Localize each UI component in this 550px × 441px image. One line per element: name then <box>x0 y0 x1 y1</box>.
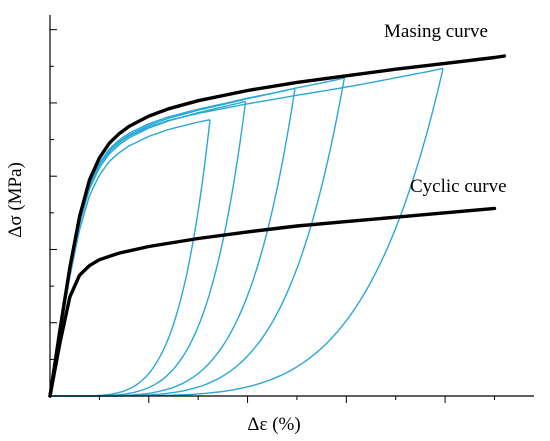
axes <box>49 15 534 403</box>
cyclic-curve <box>48 206 497 398</box>
hysteresis-loop-upper-branch <box>49 67 444 397</box>
hysteresis-loop-lower-branch <box>50 101 247 397</box>
axis-ticks <box>50 29 495 403</box>
cyclic-curve-label: Cyclic curve <box>410 176 507 197</box>
cyclic-curve-line <box>48 206 497 398</box>
masing-curve-line <box>48 54 507 398</box>
masing-curve-label: Masing curve <box>384 21 488 42</box>
x-axis-label: Δε (%) <box>247 414 300 435</box>
y-axis-label: Δσ (MPa) <box>5 162 26 238</box>
hysteresis-loop-upper-branch <box>49 77 345 397</box>
hysteresis-loop-upper-branch <box>49 100 246 397</box>
masing-curve <box>48 54 507 398</box>
hysteresis-loop-upper-branch <box>49 119 211 397</box>
